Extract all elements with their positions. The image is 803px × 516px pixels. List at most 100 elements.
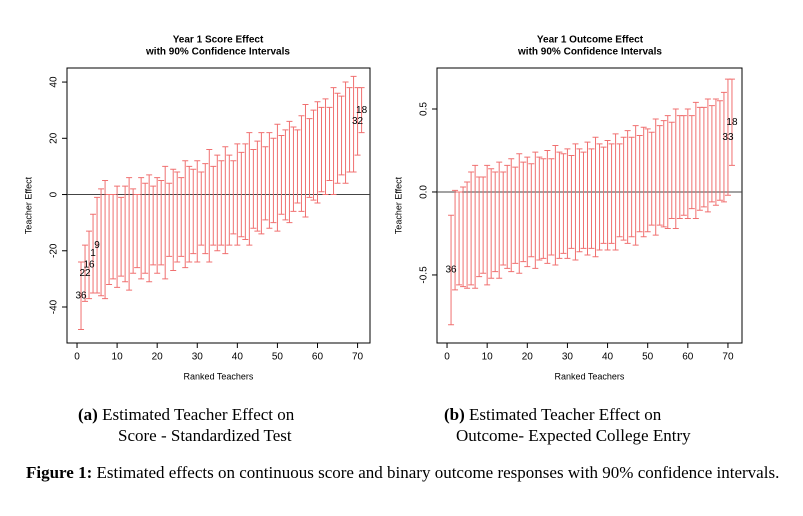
error-bar [620, 136, 627, 241]
error-bar [576, 148, 583, 253]
error-bar [146, 174, 153, 283]
error-bar [700, 106, 707, 208]
error-bar [346, 87, 353, 173]
error-bar [624, 130, 631, 244]
error-bar [656, 125, 663, 226]
point-label: 9 [94, 240, 100, 251]
error-bar [310, 109, 317, 201]
point-label: 18 [726, 117, 738, 128]
error-bar [166, 182, 173, 257]
plot-frame [436, 67, 743, 344]
y-tick-label: -20 [49, 243, 60, 258]
error-bar [242, 143, 249, 241]
error-bar [696, 106, 703, 211]
x-axis-label: Ranked Teachers [555, 371, 625, 381]
error-bar [202, 163, 209, 255]
error-bar [524, 156, 531, 268]
chart-title: Year 1 Outcome Effect [537, 35, 644, 46]
error-bar [130, 188, 137, 274]
error-bar [636, 135, 643, 233]
error-bar [94, 196, 101, 294]
y-axis-label: Teacher Effect [23, 176, 33, 234]
error-bar [660, 120, 667, 228]
error-bar [322, 98, 329, 196]
error-bar [358, 87, 365, 134]
error-bar [266, 132, 273, 229]
x-tick-label: 70 [722, 352, 734, 363]
error-bar [182, 160, 189, 269]
error-bar [334, 92, 341, 184]
error-bar [692, 101, 699, 220]
error-bar [580, 151, 587, 249]
error-bar [102, 179, 109, 300]
error-bar [178, 177, 185, 257]
subcaption-line: Outcome- Expected College Entry [456, 426, 691, 445]
point-label: 16 [83, 259, 95, 270]
error-bar [708, 105, 715, 203]
subcaption-line: Estimated Teacher Effect on [102, 405, 295, 424]
error-bar [342, 81, 349, 184]
error-bar [142, 182, 149, 274]
error-bar [262, 146, 269, 221]
error-bar [294, 129, 301, 204]
subcaption-label: (a) [78, 405, 98, 424]
x-tick-label: 20 [152, 352, 164, 363]
y-axis-label: Teacher Effect [393, 176, 403, 234]
error-bar [468, 171, 475, 286]
error-bar [712, 98, 719, 206]
chart-subtitle: with 90% Confidence Intervals [517, 47, 662, 58]
point-label: 33 [722, 132, 734, 143]
error-bar [484, 164, 491, 286]
x-tick-label: 60 [312, 352, 324, 363]
subcaption-line: Score - Standardized Test [118, 426, 292, 445]
x-tick-label: 40 [232, 352, 244, 363]
error-bar [504, 164, 511, 269]
error-bar [448, 214, 455, 326]
error-bar [170, 168, 177, 271]
y-tick-label: 20 [49, 132, 60, 144]
error-bar [672, 108, 679, 229]
error-bar [652, 118, 659, 236]
error-bar [716, 100, 723, 201]
y-tick-label: -40 [49, 299, 60, 314]
error-bar [214, 154, 221, 252]
x-tick-label: 30 [562, 352, 574, 363]
error-bar [640, 126, 647, 238]
point-label: 22 [79, 268, 91, 279]
error-bar [78, 261, 85, 331]
error-bar [456, 191, 463, 286]
error-bar [728, 78, 735, 166]
error-bar [198, 171, 205, 246]
error-bar [520, 161, 527, 263]
error-bar [318, 106, 325, 193]
error-bar [676, 115, 683, 220]
error-bar [250, 149, 257, 229]
error-bar [496, 161, 503, 279]
error-bar [540, 158, 547, 259]
error-bar [584, 141, 591, 256]
error-bar [664, 115, 671, 229]
error-bar [282, 129, 289, 221]
error-bar [452, 189, 459, 291]
error-bar [118, 196, 125, 277]
error-bar [258, 132, 265, 235]
error-bar [98, 188, 105, 297]
error-bar [480, 176, 487, 274]
error-bar [226, 154, 233, 246]
y-tick-label: 0.0 [419, 185, 430, 199]
error-bar [588, 148, 595, 249]
figure-caption: Figure 1: Estimated effects on continuou… [26, 462, 786, 483]
plot-frame [66, 67, 371, 344]
error-bar [592, 136, 599, 258]
error-bar [246, 132, 253, 246]
x-tick-label: 40 [602, 352, 614, 363]
x-tick-label: 20 [522, 352, 534, 363]
error-bar [564, 148, 571, 259]
error-bar [628, 136, 635, 238]
error-bar [86, 230, 93, 300]
error-bar [110, 194, 117, 280]
error-bar [556, 151, 563, 259]
error-bar [126, 177, 133, 291]
error-bar [512, 166, 519, 264]
